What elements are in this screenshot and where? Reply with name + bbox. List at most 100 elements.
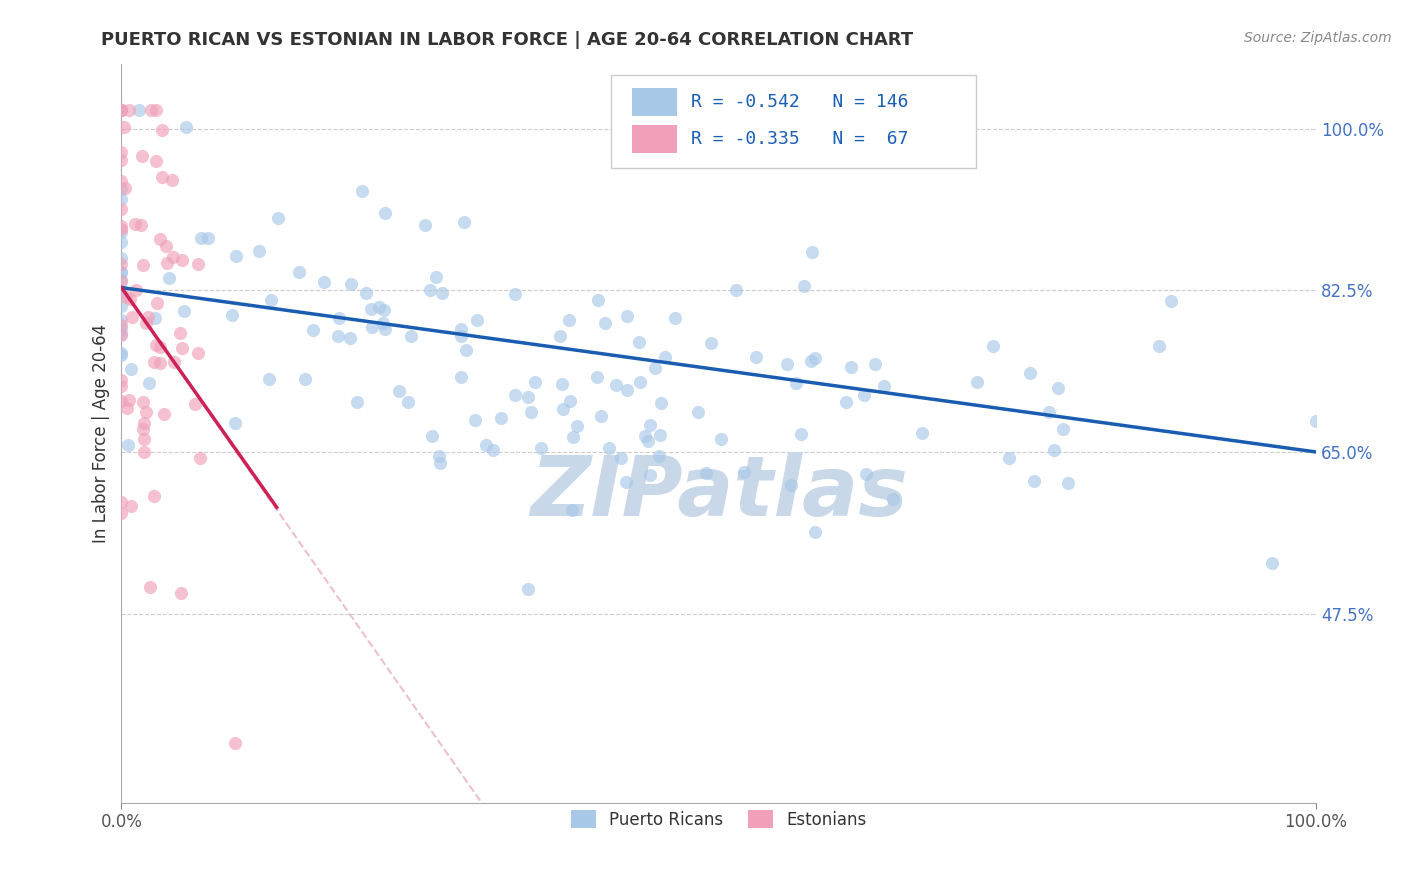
Point <box>882 491 904 506</box>
Point <box>187 257 209 271</box>
Point <box>560 394 582 409</box>
Point <box>638 417 661 432</box>
Point <box>591 409 613 423</box>
Point <box>373 303 395 318</box>
Point <box>110 322 132 336</box>
Point <box>425 269 447 284</box>
Point <box>169 326 191 341</box>
Point <box>110 145 132 159</box>
Point <box>503 388 526 402</box>
Point <box>110 265 132 279</box>
Point <box>790 426 813 441</box>
Point <box>803 524 825 539</box>
Point <box>686 405 709 419</box>
Point <box>288 265 311 279</box>
Point <box>695 466 717 480</box>
Point <box>110 285 132 299</box>
Point <box>420 429 443 443</box>
Point <box>139 103 162 118</box>
Point <box>125 283 148 297</box>
Point <box>456 343 478 357</box>
Point <box>793 278 815 293</box>
Point <box>524 375 547 389</box>
Point <box>664 311 686 326</box>
Point <box>110 379 132 393</box>
Point <box>427 450 450 464</box>
Point <box>430 286 453 301</box>
Point <box>110 273 132 287</box>
Point <box>650 427 672 442</box>
Point <box>260 293 283 307</box>
Point <box>852 388 875 402</box>
Point <box>450 322 472 336</box>
Point <box>489 411 512 425</box>
Point <box>429 457 451 471</box>
Point <box>142 489 165 503</box>
Point <box>780 478 803 492</box>
Point <box>374 321 396 335</box>
Point <box>110 257 132 271</box>
Point <box>1160 293 1182 308</box>
Y-axis label: In Labor Force | Age 20-64: In Labor Force | Age 20-64 <box>93 324 110 543</box>
Point <box>110 313 132 327</box>
Point <box>134 432 156 446</box>
Point <box>110 318 132 333</box>
Point <box>340 277 363 291</box>
Point <box>551 377 574 392</box>
Point <box>561 430 583 444</box>
Point <box>482 443 505 458</box>
Point <box>586 293 609 307</box>
Point <box>710 432 733 446</box>
Point <box>129 218 152 232</box>
Point <box>110 275 132 289</box>
Point <box>224 416 246 430</box>
Point <box>114 181 136 195</box>
Point <box>172 341 194 355</box>
Point <box>146 296 169 310</box>
Point <box>149 340 172 354</box>
Point <box>565 419 588 434</box>
Point <box>873 378 896 392</box>
Point <box>998 451 1021 466</box>
Point <box>598 442 620 456</box>
Point <box>1305 414 1327 428</box>
Point <box>143 310 166 325</box>
Point <box>174 120 197 134</box>
Point <box>654 351 676 365</box>
Point <box>120 362 142 376</box>
Point <box>616 309 638 323</box>
Point <box>346 395 368 409</box>
Point <box>855 467 877 481</box>
Point <box>339 331 361 345</box>
Point <box>110 219 132 234</box>
Text: R = -0.542   N = 146: R = -0.542 N = 146 <box>692 94 908 112</box>
Point <box>110 265 132 279</box>
Point <box>1056 475 1078 490</box>
Point <box>557 313 579 327</box>
Point <box>966 375 988 389</box>
Point <box>188 451 211 466</box>
Point <box>637 434 659 448</box>
Point <box>266 211 288 226</box>
Point <box>368 300 391 314</box>
Point <box>134 405 156 419</box>
Point <box>911 426 934 441</box>
Point <box>110 235 132 250</box>
Point <box>453 214 475 228</box>
Point <box>388 384 411 398</box>
Point <box>128 103 150 118</box>
Point <box>183 397 205 411</box>
Text: R = -0.335   N =  67: R = -0.335 N = 67 <box>692 130 908 148</box>
Point <box>586 370 609 384</box>
Point <box>115 290 138 304</box>
Point <box>247 244 270 258</box>
Point <box>224 736 246 750</box>
Point <box>121 310 143 324</box>
Point <box>595 316 617 330</box>
Point <box>132 422 155 436</box>
Point <box>517 582 540 596</box>
Point <box>132 416 155 430</box>
Point <box>110 174 132 188</box>
Point <box>136 310 159 324</box>
Point <box>112 120 135 135</box>
